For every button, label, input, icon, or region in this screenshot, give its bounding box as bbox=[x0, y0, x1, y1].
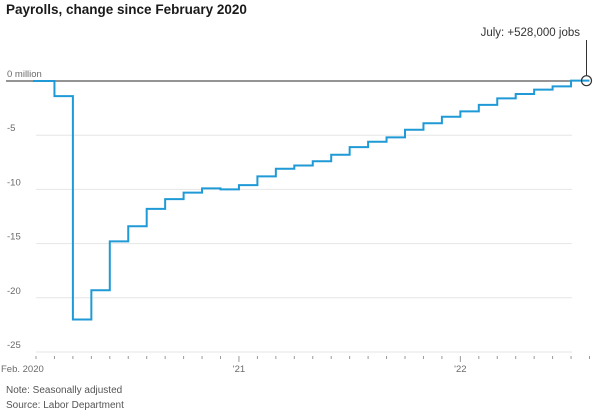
y-tick-label: -15 bbox=[7, 232, 21, 243]
payrolls-chart: 0 million-5-10-15-20-25 Feb. 2020'21'22 … bbox=[1, 27, 593, 375]
source-text: Source: Labor Department bbox=[6, 400, 124, 411]
x-tick-label: '21 bbox=[233, 364, 245, 375]
chart-title: Payrolls, change since February 2020 bbox=[6, 2, 247, 17]
annotation-july: July: +528,000 jobs bbox=[481, 27, 593, 87]
annotation-label: July: +528,000 jobs bbox=[481, 27, 581, 39]
y-tick-label: -20 bbox=[7, 286, 21, 297]
y-tick-label: -5 bbox=[7, 123, 15, 134]
y-tick-label: -25 bbox=[7, 340, 21, 351]
x-tick-label: '22 bbox=[454, 364, 466, 375]
x-tick-label: Feb. 2020 bbox=[1, 364, 44, 375]
y-tick-label: -10 bbox=[7, 177, 21, 188]
x-axis: Feb. 2020 '21 '22 bbox=[1, 356, 590, 375]
series-line-payrolls bbox=[33, 79, 590, 321]
y-tick-label: 0 million bbox=[7, 69, 42, 80]
annotation-marker-circle bbox=[580, 75, 593, 87]
y-axis-labels: 0 million -5 -10 -15 -20 -25 bbox=[7, 69, 42, 351]
gridlines bbox=[6, 80, 572, 353]
note-text: Note: Seasonally adjusted bbox=[6, 385, 123, 396]
